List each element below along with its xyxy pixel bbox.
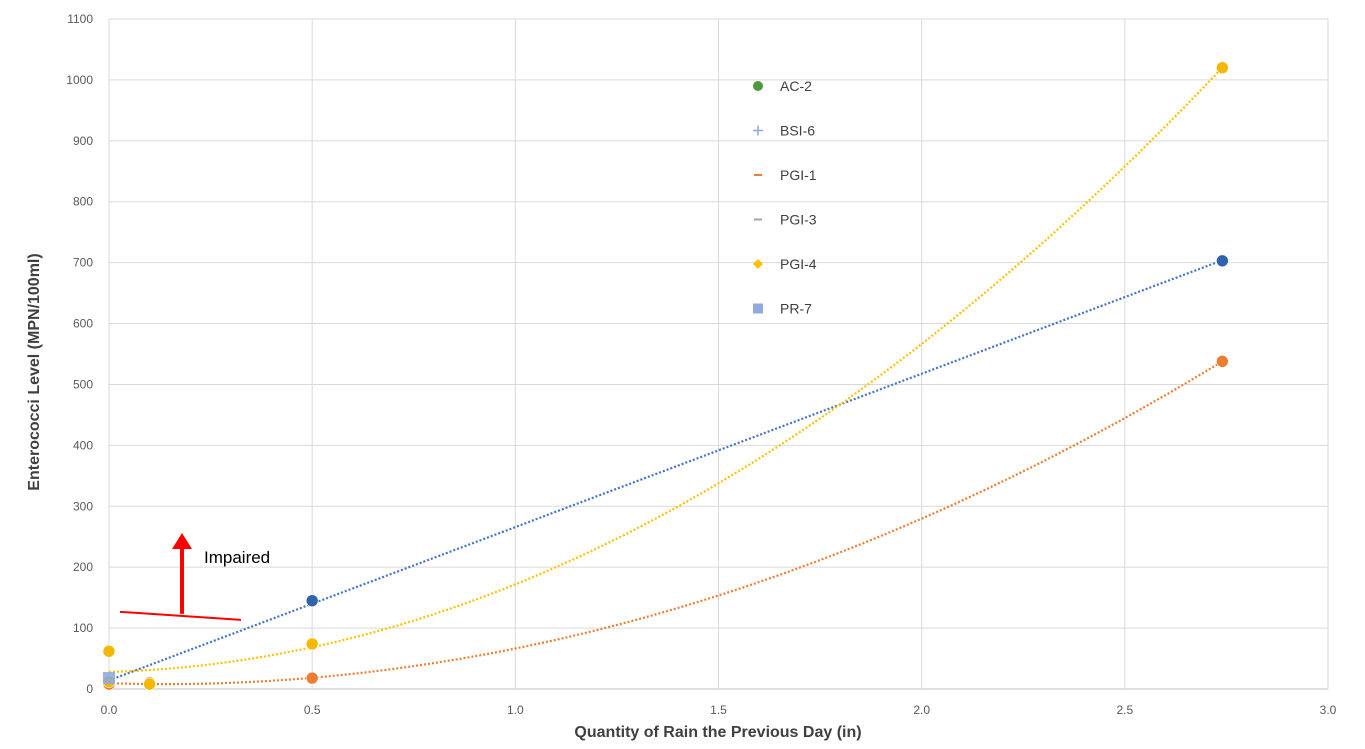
trendline-pgi-1 xyxy=(108,360,1223,686)
x-tick-label: 0.5 xyxy=(304,703,321,717)
data-point-pgi-1 xyxy=(1216,355,1229,368)
data-points xyxy=(102,61,1229,691)
x-tick-label: 0.0 xyxy=(101,703,118,717)
impaired-threshold-line xyxy=(119,610,242,621)
data-point-pgi-4 xyxy=(1216,61,1229,75)
y-tick-label: 500 xyxy=(73,377,93,391)
trendline-pgi-4 xyxy=(108,66,1224,673)
y-tick-label: 200 xyxy=(73,560,93,574)
y-tick-label: 1000 xyxy=(66,73,93,87)
y-tick-label: 700 xyxy=(73,256,93,270)
legend-marker-pgi-4 xyxy=(753,259,763,269)
annotation: Impaired xyxy=(119,533,270,621)
impaired-arrow-head xyxy=(172,533,192,549)
legend-label-pr-7: PR-7 xyxy=(780,301,812,317)
legend-label-pgi-4: PGI-4 xyxy=(780,256,817,272)
y-tick-label: 100 xyxy=(73,621,93,635)
x-tick-label: 2.5 xyxy=(1116,703,1133,717)
x-tick-label: 3.0 xyxy=(1320,703,1337,717)
legend-marker-bsi-6 xyxy=(753,125,763,136)
legend-marker-pr-7 xyxy=(753,303,763,314)
y-axis-ticks: 0 100 200 300 400 500 600 700 800 900 1000 1100 xyxy=(66,12,93,696)
legend-label-bsi-6: BSI-6 xyxy=(780,123,815,139)
y-tick-label: 0 xyxy=(86,682,93,696)
y-tick-label: 400 xyxy=(73,438,93,452)
y-tick-label: 800 xyxy=(73,195,93,209)
x-tick-label: 2.0 xyxy=(913,703,930,717)
data-point-bsi-6 xyxy=(1216,254,1229,268)
data-point-pr-7 xyxy=(103,672,115,685)
y-tick-label: 300 xyxy=(73,499,93,513)
legend-label-ac-2: AC-2 xyxy=(780,78,812,94)
data-point-pgi-4 xyxy=(143,677,156,691)
legend: AC-2 BSI-6 PGI-1 PGI-3 PGI-4 PR-7 xyxy=(753,78,817,317)
grid xyxy=(108,18,1329,690)
y-tick-label: 600 xyxy=(73,317,93,331)
data-point-bsi-6 xyxy=(305,594,319,607)
x-tick-label: 1.5 xyxy=(710,703,727,717)
x-axis-title: Quantity of Rain the Previous Day (in) xyxy=(574,724,861,741)
legend-label-pgi-3: PGI-3 xyxy=(780,212,817,228)
data-point-pgi-4 xyxy=(102,644,116,658)
x-tick-label: 1.0 xyxy=(507,703,524,717)
legend-marker-ac-2 xyxy=(753,81,763,91)
y-tick-label: 1100 xyxy=(67,12,93,26)
trendlines xyxy=(108,66,1224,686)
data-point-pgi-4 xyxy=(305,637,319,651)
x-axis-ticks: 0.0 0.5 1.0 1.5 2.0 2.5 3.0 xyxy=(101,703,1337,717)
y-tick-label: 900 xyxy=(73,134,93,148)
legend-label-pgi-1: PGI-1 xyxy=(780,167,817,183)
data-point-pgi-1 xyxy=(305,671,319,685)
y-axis-title: Enterococci Level (MPN/100ml) xyxy=(26,253,43,490)
impaired-label: Impaired xyxy=(204,548,270,567)
